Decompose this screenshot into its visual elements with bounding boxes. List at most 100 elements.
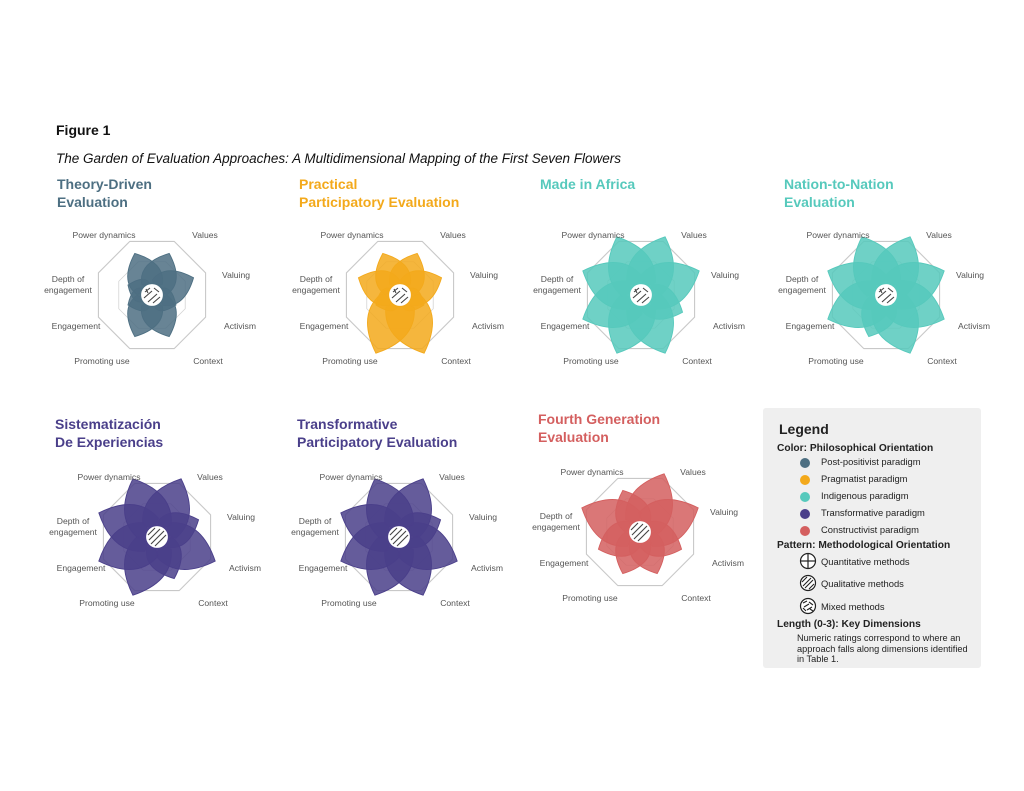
weave-pattern-center bbox=[628, 282, 654, 308]
axis-label-values: Values bbox=[680, 467, 706, 477]
axis-label-engagement: Engagement bbox=[300, 321, 349, 331]
nation-to-nation-evaluation-title: Nation-to-Nation Evaluation bbox=[784, 176, 894, 211]
axis-label-promoting-use: Promoting use bbox=[322, 356, 378, 366]
axis-label-context: Context bbox=[682, 356, 712, 366]
theory-driven-evaluation-flower-chart: Values Valuing Activism Context Promoting us… bbox=[44, 230, 256, 366]
axis-label-depth-of-engagement: Depth of bbox=[540, 511, 573, 521]
petal-group bbox=[582, 236, 700, 354]
axis-label-promoting-use: Promoting use bbox=[79, 598, 135, 608]
axis-label-valuing: Valuing bbox=[469, 512, 497, 522]
grid-pattern-icon bbox=[799, 552, 817, 570]
practical-participatory-evaluation-title: Practical Participatory Evaluation bbox=[299, 176, 459, 211]
sistematizaci-n-de-experiencias-flower-chart: Values Valuing Activism Context Promoting us… bbox=[49, 472, 261, 608]
theory-driven-evaluation-title: Theory-Driven Evaluation bbox=[57, 176, 152, 211]
axis-label-values: Values bbox=[192, 230, 218, 240]
petal-power-dynamics bbox=[853, 236, 901, 297]
axis-label-depth-of-engagement: Depth of bbox=[786, 274, 819, 284]
made-in-africa-title-line: Made in Africa bbox=[540, 176, 636, 192]
axis-label-depth-of-engagement-cont: engagement bbox=[44, 285, 92, 295]
transformative-participatory-evaluation-title-line: Transformative bbox=[297, 416, 398, 432]
legend-item-quantitative: Quantitative methods bbox=[821, 556, 910, 567]
fourth-generation-evaluation-title-line: Fourth Generation bbox=[538, 411, 661, 427]
petal-power-dynamics bbox=[124, 478, 172, 539]
legend-item-mixed: Mixed methods bbox=[821, 601, 885, 612]
axis-label-power-dynamics: Power dynamics bbox=[806, 230, 869, 240]
axis-label-depth-of-engagement: Depth of bbox=[57, 516, 90, 526]
axis-label-promoting-use: Promoting use bbox=[562, 593, 618, 603]
legend-item-constructivist: Constructivist paradigm bbox=[821, 524, 919, 535]
axis-label-values: Values bbox=[926, 230, 952, 240]
axis-label-values: Values bbox=[440, 230, 466, 240]
axis-label-valuing: Valuing bbox=[227, 512, 255, 522]
transformative-swatch bbox=[800, 509, 810, 519]
weave-pattern-center bbox=[139, 282, 165, 308]
figure-label: Figure 1 bbox=[56, 122, 111, 138]
petal-promoting-use bbox=[367, 293, 415, 354]
legend-color-heading: Color: Philosophical Orientation bbox=[777, 443, 934, 454]
axis-label-engagement: Engagement bbox=[541, 321, 590, 331]
petal-power-dynamics bbox=[608, 236, 656, 297]
axis-label-activism: Activism bbox=[229, 563, 261, 573]
axis-label-engagement: Engagement bbox=[299, 563, 348, 573]
axis-label-depth-of-engagement-cont: engagement bbox=[532, 522, 580, 532]
axis-label-valuing: Valuing bbox=[711, 270, 739, 280]
petal-group bbox=[340, 478, 458, 596]
axis-label-power-dynamics: Power dynamics bbox=[77, 472, 140, 482]
legend-item-post-positivist: Post-positivist paradigm bbox=[821, 456, 921, 467]
diagonal-pattern-icon bbox=[799, 574, 817, 592]
fourth-generation-evaluation-title-line: Evaluation bbox=[538, 428, 609, 445]
axis-label-depth-of-engagement: Depth of bbox=[300, 274, 333, 284]
made-in-africa-flower-chart: Values Valuing Activism Context Promoting us… bbox=[533, 230, 745, 366]
legend-item-qualitative: Qualitative methods bbox=[821, 578, 904, 589]
petal-group bbox=[357, 252, 443, 354]
axis-label-context: Context bbox=[681, 593, 711, 603]
sistematizaci-n-de-experiencias-title: Sistematización De Experiencias bbox=[55, 416, 163, 451]
diagonal-pattern-center bbox=[386, 524, 412, 550]
axis-label-promoting-use: Promoting use bbox=[563, 356, 619, 366]
transformative-participatory-evaluation-flower-chart: Values Valuing Activism Context Promoting us… bbox=[291, 472, 503, 608]
legend-item-transformative: Transformative paradigm bbox=[821, 507, 925, 518]
axis-label-activism: Activism bbox=[224, 321, 256, 331]
weave-pattern-icon bbox=[799, 597, 817, 615]
legend-panel: Legend Color: Philosophical Orientation … bbox=[763, 408, 981, 668]
axis-label-engagement: Engagement bbox=[52, 321, 101, 331]
weave-pattern-center bbox=[873, 282, 899, 308]
axis-label-valuing: Valuing bbox=[956, 270, 984, 280]
diagonal-pattern-center bbox=[144, 524, 170, 550]
transformative-participatory-evaluation-title-line: Participatory Evaluation bbox=[297, 433, 458, 450]
axis-label-power-dynamics: Power dynamics bbox=[319, 472, 382, 482]
axis-label-engagement: Engagement bbox=[786, 321, 835, 331]
axis-label-power-dynamics: Power dynamics bbox=[560, 467, 623, 477]
nation-to-nation-evaluation-title-line: Evaluation bbox=[784, 193, 855, 210]
axis-label-activism: Activism bbox=[471, 563, 503, 573]
nation-to-nation-evaluation-flower-chart: Values Valuing Activism Context Promoting us… bbox=[778, 230, 990, 366]
axis-label-depth-of-engagement-cont: engagement bbox=[49, 527, 97, 537]
legend-title: Legend bbox=[779, 421, 829, 437]
diagonal-pattern-center bbox=[627, 519, 653, 545]
weave-pattern-center bbox=[387, 282, 413, 308]
axis-label-depth-of-engagement: Depth of bbox=[299, 516, 332, 526]
legend-length-description: Numeric ratings correspond to where an a… bbox=[797, 633, 968, 665]
axis-label-values: Values bbox=[681, 230, 707, 240]
theory-driven-evaluation-title-line: Theory-Driven bbox=[57, 176, 152, 192]
axis-label-context: Context bbox=[440, 598, 470, 608]
legend-pattern-heading: Pattern: Methodological Orientation bbox=[777, 540, 951, 551]
axis-label-context: Context bbox=[193, 356, 223, 366]
constructivist-swatch bbox=[800, 526, 810, 536]
axis-label-values: Values bbox=[439, 472, 465, 482]
nation-to-nation-evaluation-title-line: Nation-to-Nation bbox=[784, 176, 894, 192]
axis-label-depth-of-engagement-cont: engagement bbox=[778, 285, 826, 295]
axis-label-promoting-use: Promoting use bbox=[321, 598, 377, 608]
transformative-participatory-evaluation-title: Transformative Participatory Evaluation bbox=[297, 416, 457, 451]
axis-label-valuing: Valuing bbox=[710, 507, 738, 517]
axis-label-context: Context bbox=[927, 356, 957, 366]
sistematizaci-n-de-experiencias-title-line: De Experiencias bbox=[55, 433, 164, 450]
axis-label-engagement: Engagement bbox=[57, 563, 106, 573]
practical-participatory-evaluation-flower-chart: Values Valuing Activism Context Promoting us… bbox=[292, 230, 504, 366]
axis-label-context: Context bbox=[198, 598, 228, 608]
axis-label-depth-of-engagement-cont: engagement bbox=[291, 527, 339, 537]
axis-label-activism: Activism bbox=[958, 321, 990, 331]
post-positivist-swatch bbox=[800, 458, 810, 468]
axis-label-engagement: Engagement bbox=[540, 558, 589, 568]
axis-label-context: Context bbox=[441, 356, 471, 366]
